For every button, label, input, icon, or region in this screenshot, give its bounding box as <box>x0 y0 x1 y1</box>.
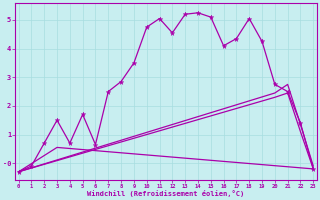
X-axis label: Windchill (Refroidissement éolien,°C): Windchill (Refroidissement éolien,°C) <box>87 190 244 197</box>
